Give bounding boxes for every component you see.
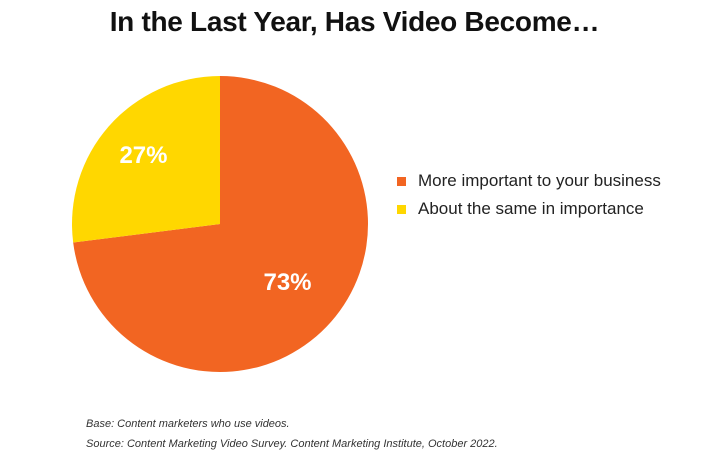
footnotes: Base: Content marketers who use videos. …: [86, 414, 498, 454]
legend-label-more-important: More important to your business: [418, 171, 661, 190]
legend-swatch-same-importance: [397, 204, 406, 214]
pie-label-same-importance: 27%: [119, 142, 167, 169]
legend-item-more-important: More important to your business: [397, 170, 661, 192]
legend-item-same-importance: About the same in importance: [397, 198, 661, 220]
chart-title: In the Last Year, Has Video Become…: [109, 6, 600, 37]
legend-label-same-importance: About the same in importance: [418, 199, 644, 218]
pie-slice-same-importance: [72, 76, 220, 243]
legend: More important to your business About th…: [397, 170, 661, 226]
base-note: Base: Content marketers who use videos.: [86, 418, 290, 430]
pie-slice-more-important: [73, 76, 368, 372]
source-note: Source: Content Marketing Video Survey. …: [86, 438, 498, 450]
legend-swatch-more-important: [397, 176, 406, 186]
pie-label-more-important: 73%: [263, 269, 311, 296]
